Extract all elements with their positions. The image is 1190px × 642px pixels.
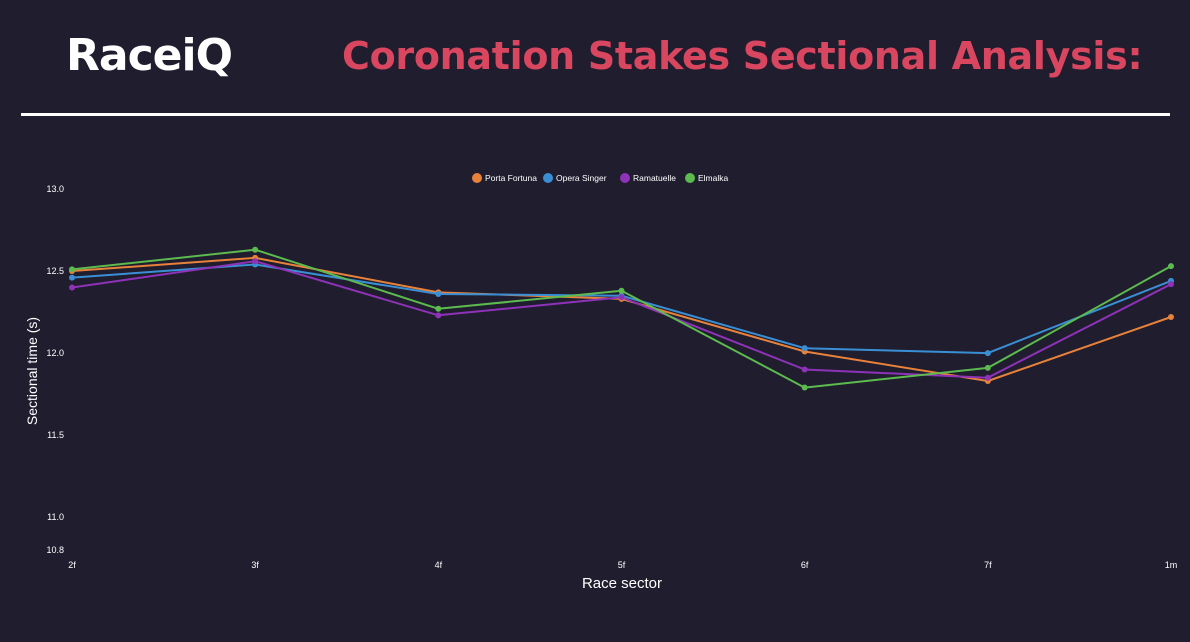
legend-label: Ramatuelle [633,173,676,183]
data-point [801,384,808,391]
series-line [71,263,1172,355]
data-point [984,374,991,381]
data-point [1168,281,1174,288]
legend-swatch [543,173,553,183]
data-point [984,350,991,357]
y-tick-label: 12.0 [46,348,64,358]
y-tick-label: 12.5 [46,266,64,276]
y-tick-label: 11.5 [47,430,64,440]
chart-legend[interactable]: Porta Fortuna Opera Singer Ramatuelle Elmal… [472,173,729,183]
series-line [71,256,1172,382]
page-title: Coronation Stakes Sectional Analysis: [342,34,1143,78]
data-point [618,294,625,301]
data-point [252,246,259,253]
legend-label: Porta Fortuna [485,173,537,183]
header-divider [21,113,1170,116]
data-point [69,274,75,281]
series-points [69,246,1174,391]
y-tick-label: 13.0 [46,184,64,194]
data-point [1168,263,1174,270]
x-tick-label: 7f [984,560,992,570]
legend-swatch [472,173,482,183]
x-tick-label: 6f [801,560,809,570]
y-axis-ticks: 13.0 12.5 12.0 11.5 11.0 10.8 [46,184,64,555]
data-point [435,305,442,312]
x-axis-ticks: 2f 3f 4f 5f 6f 7f 1m [68,560,1177,570]
legend-item[interactable]: Elmalka [685,173,729,183]
series-lines [71,248,1172,389]
legend-swatch [620,173,630,183]
series-line [71,260,1172,379]
legend-label: Elmalka [698,173,729,183]
data-point [435,291,442,298]
data-point [69,266,75,273]
data-point [1168,313,1174,320]
legend-swatch [685,173,695,183]
x-axis-label: Race sector [582,575,662,592]
legend-item[interactable]: Porta Fortuna [472,173,537,183]
legend-label: Opera Singer [556,173,607,183]
y-axis-label: Sectional time (s) [24,317,40,425]
raceiq-logo[interactable]: RaceiQ [66,30,233,81]
data-point [984,364,991,371]
data-point [69,284,75,291]
x-tick-label: 4f [435,560,443,570]
legend-item[interactable]: Ramatuelle [620,173,676,183]
y-tick-label: 11.0 [47,512,64,522]
data-point [252,258,259,265]
data-point [801,345,808,352]
legend-item[interactable]: Opera Singer [543,173,607,183]
x-tick-label: 2f [68,560,76,570]
data-point [801,366,808,373]
data-point [618,287,625,294]
x-tick-label: 3f [251,560,259,570]
series-line [71,248,1172,389]
x-tick-label: 1m [1165,560,1178,570]
data-point [435,312,442,319]
y-tick-label: 10.8 [46,545,64,555]
x-tick-label: 5f [618,560,626,570]
